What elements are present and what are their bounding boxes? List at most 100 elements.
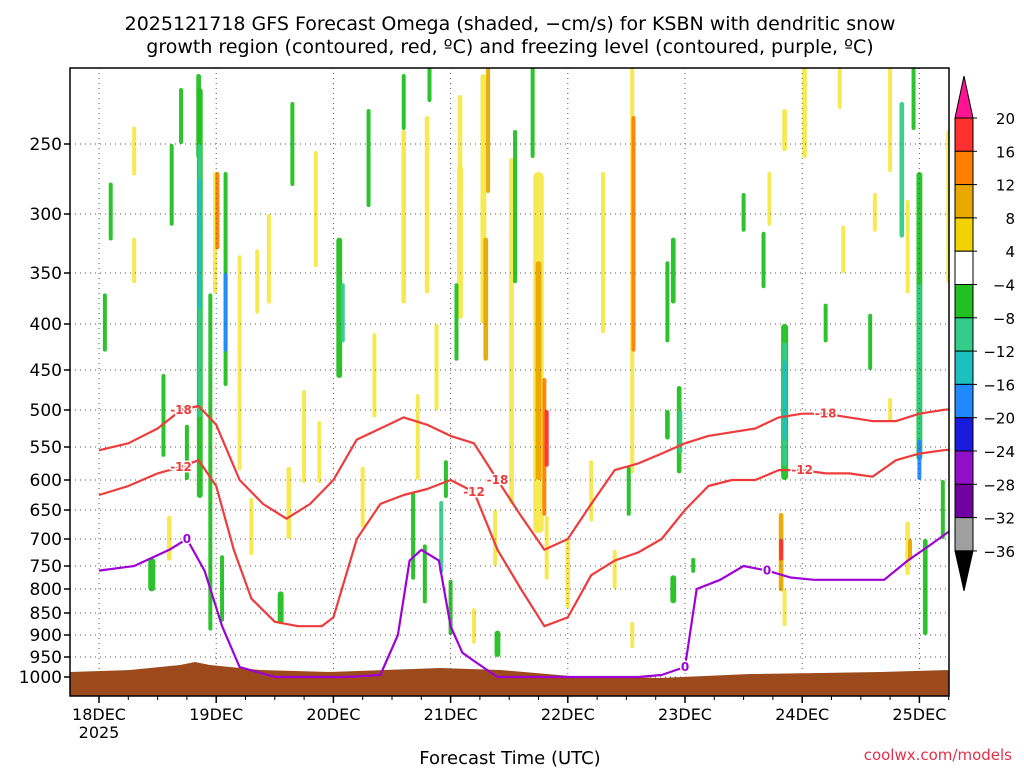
- contour-label: 0: [763, 564, 771, 578]
- omega-cell: [434, 324, 439, 410]
- omega-cell: [905, 200, 910, 294]
- omega-cell: [317, 421, 322, 483]
- omega-cell: [631, 116, 636, 352]
- omega-cell: [544, 410, 549, 467]
- omega-cell: [600, 172, 605, 334]
- omega-cell: [179, 88, 184, 144]
- colorbar-label: −32: [983, 510, 1015, 528]
- y-tick-label: 800: [30, 580, 62, 600]
- colorbar-segment: [954, 483, 974, 519]
- omega-cell: [290, 102, 295, 186]
- y-tick-label: 950: [30, 648, 62, 668]
- omega-cell: [424, 116, 430, 294]
- omega-cell: [223, 273, 228, 352]
- omega-cell: [612, 549, 617, 589]
- colorbar-segment: [954, 250, 974, 285]
- omega-cell: [841, 225, 846, 273]
- omega-cell: [255, 249, 260, 314]
- colorbar-segment: [954, 383, 974, 419]
- omega-cell: [169, 144, 174, 226]
- x-tick-label: 21DEC: [424, 705, 478, 724]
- omega-cell: [741, 193, 746, 232]
- colorbar-label: 8: [1005, 210, 1015, 228]
- omega-cell: [782, 589, 787, 627]
- contour-label: -18: [815, 407, 837, 421]
- omega-cell: [132, 126, 137, 176]
- omega-cell: [340, 283, 345, 343]
- omega-cell: [888, 68, 893, 172]
- contour-line: [98, 530, 949, 679]
- omega-cell: [401, 130, 407, 304]
- y-tick-label: 1000: [19, 668, 62, 688]
- colorbar-label: −8: [993, 310, 1015, 328]
- contour-line: [98, 404, 949, 551]
- contour-line: [98, 448, 949, 628]
- omega-cell: [589, 460, 594, 522]
- omega-cell: [493, 510, 498, 566]
- x-tick-label: 19DEC: [189, 705, 243, 724]
- omega-cell: [670, 237, 676, 304]
- omega-cell: [472, 608, 477, 644]
- contour-label: -18: [487, 473, 509, 487]
- omega-cell: [161, 374, 166, 457]
- colorbar-bottom-arrow: [954, 550, 974, 592]
- colorbar-label: −12: [983, 343, 1015, 361]
- colorbar-label: 12: [996, 177, 1015, 195]
- omega-cell: [443, 460, 448, 498]
- omega-cell: [286, 466, 292, 539]
- omega-cell: [779, 539, 784, 561]
- omega-cell: [626, 466, 631, 516]
- omega-cell: [513, 130, 518, 284]
- omega-cell: [691, 557, 696, 573]
- omega-cell: [415, 394, 420, 480]
- chart-title-line-2: growth region (contoured, red, ºC) and f…: [146, 36, 873, 58]
- colorbar-segment: [954, 517, 974, 552]
- colorbar-segment: [954, 350, 974, 385]
- omega-cell: [108, 182, 113, 241]
- omega-cell: [868, 313, 873, 370]
- colorbar-label: −20: [983, 410, 1015, 428]
- omega-cell: [277, 591, 284, 624]
- omega-cell: [917, 439, 922, 480]
- omega-cell: [411, 492, 416, 580]
- y-tick-label: 900: [30, 626, 62, 646]
- colorbar-label: −24: [983, 443, 1015, 461]
- contour-label: 0: [183, 532, 191, 546]
- omega-cell: [148, 557, 156, 592]
- omega-cell: [670, 575, 677, 604]
- colorbar-segment: [954, 450, 974, 485]
- omega-cell: [132, 237, 137, 284]
- colorbar-segment: [954, 150, 974, 186]
- omega-cell: [266, 214, 271, 304]
- colorbar-label: 4: [1005, 243, 1015, 261]
- omega-cell: [237, 255, 242, 471]
- y-tick-label: 450: [30, 361, 62, 381]
- omega-cell: [220, 555, 225, 622]
- omega-cell: [313, 151, 318, 268]
- omega-cell: [457, 165, 463, 319]
- x-tick-label: 18DEC: [72, 705, 126, 724]
- colorbar-segment: [954, 217, 974, 252]
- omega-cell: [837, 68, 842, 109]
- omega-cell: [249, 498, 254, 556]
- y-tick-label: 850: [30, 604, 62, 624]
- contour-label: 0: [681, 660, 689, 674]
- omega-cell: [302, 390, 307, 483]
- omega-shading-layer: [102, 68, 949, 657]
- omega-cell: [802, 68, 807, 158]
- colorbar-segment: [954, 417, 974, 452]
- omega-cell: [665, 261, 670, 343]
- omega-cell: [215, 172, 220, 250]
- omega-cell: [360, 466, 365, 528]
- y-tick-label: 500: [30, 401, 62, 421]
- colorbar: 20 16 12 8 4 −4 −8 −12 −16 −20 −24 −28 −32 −36: [954, 75, 1015, 592]
- omega-cell: [208, 293, 213, 631]
- terrain-surface: [70, 662, 949, 696]
- colorbar-label: −36: [983, 543, 1015, 561]
- omega-cell: [872, 193, 877, 232]
- contour-label: -12: [791, 463, 813, 477]
- colorbar-segment: [954, 317, 974, 352]
- omega-cell: [940, 480, 945, 539]
- omega-cell: [401, 74, 406, 130]
